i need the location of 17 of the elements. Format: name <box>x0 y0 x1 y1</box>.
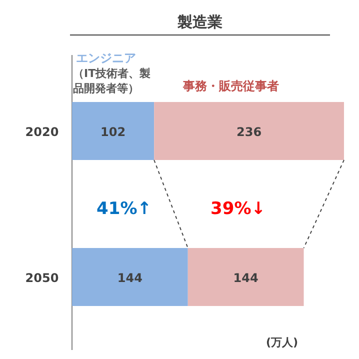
chart-title: 製造業 <box>176 13 222 31</box>
series-label: 事務・販売従事者 <box>182 79 279 93</box>
data-label: 144 <box>117 271 142 285</box>
annotation: 41%↑ <box>96 199 152 219</box>
y-tick-label: 2020 <box>25 125 59 139</box>
data-label: 102 <box>100 125 126 139</box>
bar <box>188 248 304 306</box>
annotation: 39%↓ <box>210 199 266 219</box>
bar <box>154 102 344 160</box>
bar <box>72 102 154 160</box>
annotation: (万人) <box>266 336 298 349</box>
data-label: 236 <box>236 125 262 139</box>
data-label: 144 <box>233 271 258 285</box>
annotation: （IT技術者、製品開発者等） <box>73 66 152 96</box>
text: エンジニア <box>76 51 136 65</box>
bar <box>72 248 188 306</box>
y-tick-label: 2050 <box>25 271 59 285</box>
